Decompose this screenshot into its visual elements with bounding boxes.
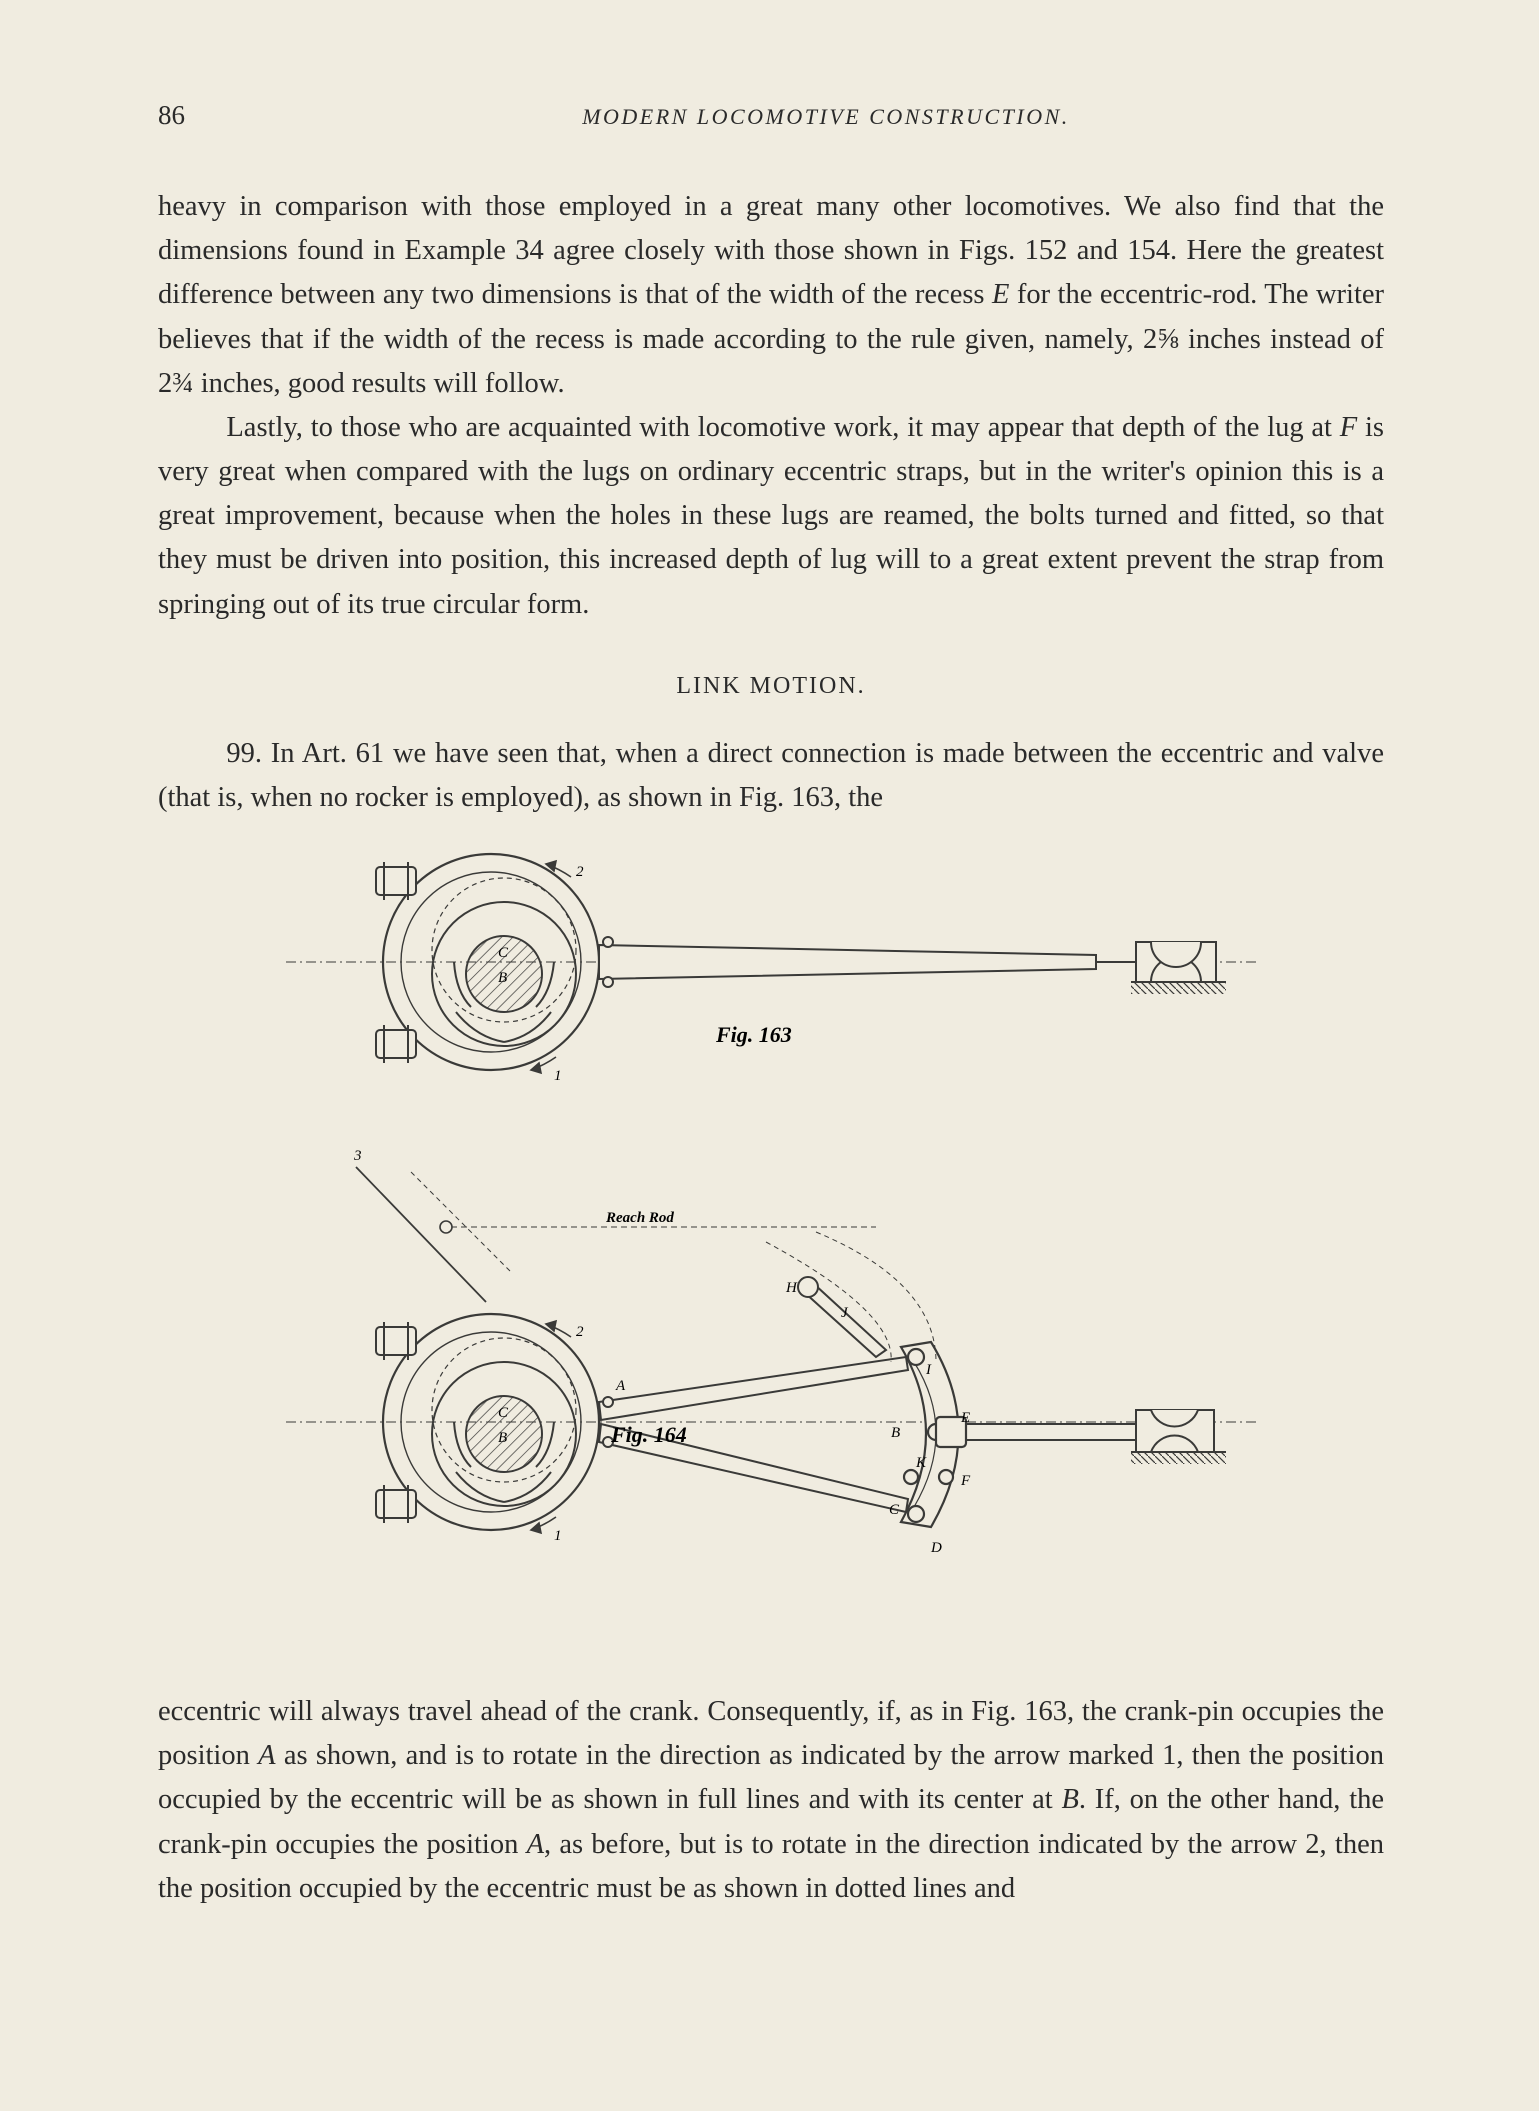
fig164-label-K: K [915, 1455, 927, 1471]
p2-text-b: is very great when compared with the lug… [158, 412, 1384, 620]
section-heading: LINK MOTION. [158, 673, 1384, 700]
page-header: 86 MODERN LOCOMOTIVE CONSTRUCTION. [158, 100, 1384, 131]
fig-163: C B 1 2 Fig. 163 [286, 854, 1256, 1084]
p4-B: B [1061, 1784, 1078, 1815]
page: 86 MODERN LOCOMOTIVE CONSTRUCTION. heavy… [0, 0, 1539, 2111]
fig163-label-C: C [498, 945, 509, 961]
p2-var-F: F [1340, 412, 1357, 443]
p4-A1: A [258, 1740, 275, 1771]
fig-164: Reach Rod 3 [286, 1148, 1256, 1556]
paragraph-2: Lastly, to those who are acquainted with… [158, 406, 1384, 627]
fig164-label-A: A [615, 1378, 626, 1394]
fig164-label-E: E [960, 1410, 970, 1426]
body-text-upper: heavy in comparison with those employed … [158, 185, 1384, 627]
fig164-label-H: H [785, 1280, 798, 1296]
body-text-lower: eccentric will always travel ahead of th… [158, 1690, 1384, 1911]
fig164-label-Bpt: B [891, 1425, 900, 1441]
fig164-label-D: D [930, 1540, 942, 1556]
fig163-label-2: 2 [576, 864, 584, 880]
paragraph-3: 99. In Art. 61 we have seen that, when a… [158, 732, 1384, 820]
fig163-label-B: B [498, 970, 507, 986]
fig164-label-1: 1 [554, 1528, 562, 1544]
paragraph-4: eccentric will always travel ahead of th… [158, 1690, 1384, 1911]
fig164-label-C: C [498, 1405, 509, 1421]
running-head: MODERN LOCOMOTIVE CONSTRUCTION. [268, 104, 1384, 130]
fig164-label-2: 2 [576, 1324, 584, 1340]
fig164-reach-rod-label: Reach Rod [605, 1210, 674, 1226]
p1-var-E: E [992, 279, 1009, 310]
p2-text-a: Lastly, to those who are acquainted with… [226, 412, 1339, 443]
fig164-label-I: I [925, 1362, 932, 1378]
fig164-label-3: 3 [353, 1148, 362, 1164]
fig164-label-Bcenter: B [498, 1430, 507, 1446]
paragraph-1: heavy in comparison with those employed … [158, 185, 1384, 406]
fig163-caption: Fig. 163 [715, 1022, 792, 1047]
fig164-label-Cpt: C [889, 1502, 900, 1518]
p4-A2: A [527, 1829, 544, 1860]
figures-svg: C B 1 2 Fig. 163 Reach Rod 3 [276, 842, 1266, 1662]
fig163-label-1: 1 [554, 1068, 562, 1084]
body-text-mid: 99. In Art. 61 we have seen that, when a… [158, 732, 1384, 820]
fig164-label-F: F [960, 1473, 971, 1489]
fig164-caption: Fig. 164 [610, 1422, 687, 1447]
figure-block: C B 1 2 Fig. 163 Reach Rod 3 [158, 842, 1384, 1662]
